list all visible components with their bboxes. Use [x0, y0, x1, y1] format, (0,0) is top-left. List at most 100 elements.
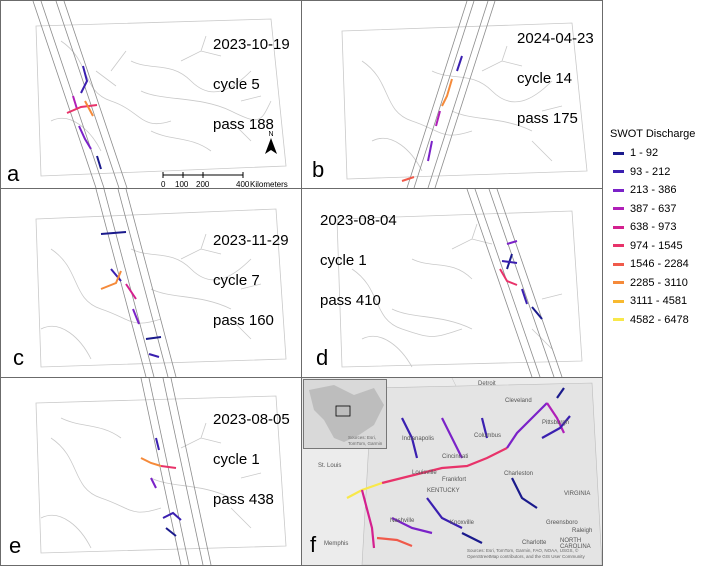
legend-entry: 387 - 637: [610, 200, 720, 219]
legend-swatch: [613, 151, 624, 155]
legend-swatch: [613, 207, 624, 211]
inset-locator-map: Sources: Esri, TomTom, Garmin: [303, 379, 387, 449]
region-label: NORTH CAROLINA: [560, 538, 591, 550]
legend-label: 638 - 973: [630, 221, 677, 234]
panel-b-cycle: cycle 14: [517, 70, 573, 87]
city-label: Raleigh: [572, 528, 593, 534]
panel-c-date: 2023-11-29: [213, 232, 289, 249]
legend-swatch: [613, 262, 624, 266]
legend-entry: 974 - 1545: [610, 237, 720, 256]
arrow-shape: [265, 138, 277, 154]
legend-entry: 93 - 212: [610, 163, 720, 182]
panel-d-letter: d: [316, 345, 329, 370]
panel-c-letter: c: [13, 345, 24, 370]
scale-bar: 0 100 200 400 Kilometers: [161, 171, 301, 189]
legend-label: 93 - 212: [630, 165, 671, 178]
legend-entry: 213 - 386: [610, 181, 720, 200]
map-panel-c: 2023-11-29 cycle 7 pass 160 c: [0, 188, 302, 378]
legend-entry: 1 - 92: [610, 144, 720, 163]
river-network-c: [35, 189, 287, 377]
panel-a-caption: 2023-10-19 cycle 5 pass 188: [213, 15, 290, 155]
panel-b-pass: pass 175: [517, 110, 578, 127]
legend-swatch: [613, 299, 624, 303]
map-panel-a: 2023-10-19 cycle 5 pass 188 N 0 100 200 …: [0, 0, 302, 189]
panel-a-cycle: cycle 5: [213, 76, 260, 93]
legend-entry: 1546 - 2284: [610, 255, 720, 274]
city-label: Cleveland: [505, 398, 532, 404]
legend-entry: 2285 - 3110: [610, 274, 720, 293]
scale-tick-400: 400: [236, 180, 250, 189]
scale-tick-200: 200: [196, 180, 210, 189]
city-label: Frankfort: [442, 477, 467, 483]
panel-a-pass: pass 188: [213, 116, 274, 133]
legend: SWOT Discharge 1 - 92 93 - 212 213 - 386 38…: [610, 128, 720, 329]
map-panel-b: 2024-04-23 cycle 14 pass 175 b: [301, 0, 603, 189]
panel-a-date: 2023-10-19: [213, 36, 290, 53]
city-label: Charlotte: [522, 540, 547, 546]
panel-c-caption: 2023-11-29 cycle 7 pass 160: [213, 211, 289, 351]
city-label: Pittsburgh: [542, 420, 570, 426]
river-network-b: [341, 1, 588, 188]
panel-e-cycle: cycle 1: [213, 451, 260, 468]
legend-entries: 1 - 92 93 - 212 213 - 386 387 - 637 638 - 97…: [610, 144, 720, 329]
city-label: Indianapolis: [402, 436, 435, 442]
region-label: KENTUCKY: [427, 488, 460, 494]
city-label: Greensboro: [546, 520, 578, 526]
legend-label: 2285 - 3110: [630, 276, 688, 289]
city-label: St. Louis: [318, 463, 342, 469]
legend-swatch: [613, 281, 624, 285]
legend-swatch: [613, 188, 624, 192]
basemap-f: [302, 378, 602, 565]
legend-title: SWOT Discharge: [610, 128, 696, 140]
city-label: Charleston: [504, 471, 534, 477]
panel-e-date: 2023-08-05: [213, 411, 290, 428]
map-panel-f: Sources: Esri, TomTom, Garmin Detroit Cl…: [301, 377, 603, 566]
river-network-e: [35, 378, 287, 565]
scale-tick-100: 100: [175, 180, 189, 189]
map-panel-e: 2023-08-05 cycle 1 pass 438 e: [0, 377, 302, 566]
panel-d-date: 2023-08-04: [320, 212, 397, 229]
north-arrow-icon: N: [264, 131, 278, 157]
panel-a-letter: a: [7, 161, 20, 186]
legend-swatch: [613, 244, 624, 248]
panel-f-letter: f: [310, 532, 317, 557]
city-label: Louisville: [412, 470, 437, 476]
river-network-d: [336, 189, 583, 377]
scale-tick-0: 0: [161, 180, 166, 189]
legend-label: 3111 - 4581: [630, 295, 688, 308]
panel-e-pass: pass 438: [213, 491, 274, 508]
river-network-a: [32, 1, 287, 188]
north-label: N: [268, 131, 274, 138]
legend-label: 4582 - 6478: [630, 313, 689, 326]
city-label: Knoxville: [450, 520, 475, 526]
legend-label: 387 - 637: [630, 202, 677, 215]
panel-b-letter: b: [312, 157, 325, 182]
inset-continent: [309, 385, 384, 442]
panel-d-pass: pass 410: [320, 292, 381, 309]
legend-swatch: [613, 318, 624, 322]
scale-unit: Kilometers: [250, 180, 288, 189]
city-label: Cincinnati: [442, 454, 469, 460]
panel-c-pass: pass 160: [213, 312, 274, 329]
legend-label: 213 - 386: [630, 184, 677, 197]
city-label: Detroit: [478, 381, 496, 387]
legend-label: 1546 - 2284: [630, 258, 689, 271]
legend-label: 1 - 92: [630, 147, 659, 160]
city-label: Columbus: [474, 433, 502, 439]
region-label: VIRGINIA: [564, 491, 591, 497]
legend-entry: 3111 - 4581: [610, 292, 720, 311]
legend-label: 974 - 1545: [630, 239, 683, 252]
city-label: Nashville: [390, 518, 415, 524]
map-panel-d: 2023-08-04 cycle 1 pass 410 d: [301, 188, 603, 378]
panel-b-date: 2024-04-23: [517, 30, 594, 47]
scale-bar-line: [162, 172, 244, 178]
basemap-attribution: Sources: Esri, TomTom, Garmin, FAO, NOAA…: [467, 548, 585, 559]
panel-e-letter: e: [9, 533, 22, 558]
legend-entry: 4582 - 6478: [610, 311, 720, 330]
panel-c-cycle: cycle 7: [213, 272, 260, 289]
inset-attribution: Sources: Esri, TomTom, Garmin: [348, 435, 383, 446]
panel-d-caption: 2023-08-04 cycle 1 pass 410: [320, 191, 397, 331]
city-label: Memphis: [324, 541, 349, 547]
panel-b-caption: 2024-04-23 cycle 14 pass 175: [517, 9, 594, 149]
legend-swatch: [613, 170, 624, 174]
